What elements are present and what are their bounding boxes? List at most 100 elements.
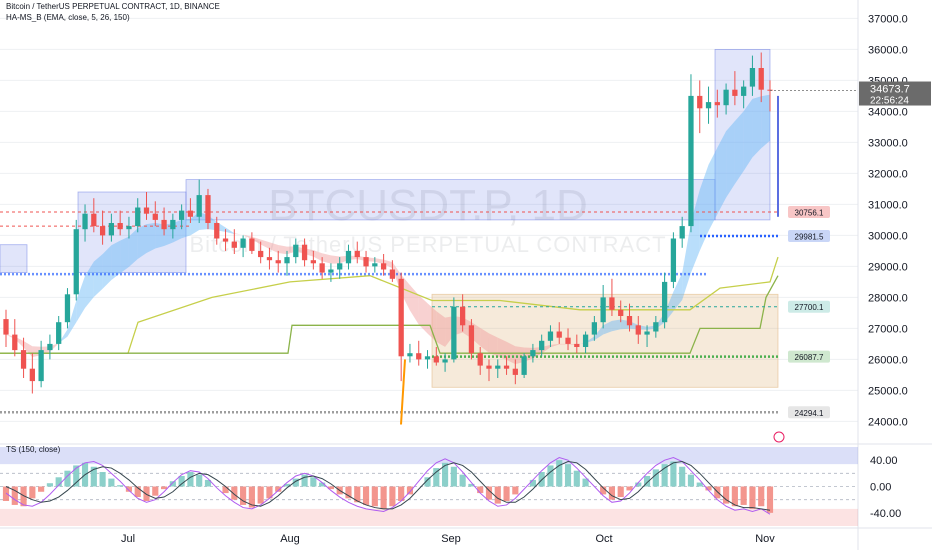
indicator-title[interactable]: HA-MS_B (EMA, close, 5, 26, 150) xyxy=(6,13,130,22)
ma-ribbon-segment xyxy=(322,253,331,264)
candle-body xyxy=(732,89,738,96)
time-tick-label: Aug xyxy=(280,533,300,545)
ma-ribbon-segment xyxy=(85,261,94,308)
candle-body xyxy=(653,322,659,332)
ma-ribbon-segment xyxy=(673,272,683,312)
osc-histogram-bar xyxy=(125,486,133,492)
candle-body xyxy=(679,226,685,239)
osc-histogram-bar xyxy=(55,477,62,487)
osc-histogram-bar xyxy=(231,486,238,500)
osc-histogram-bar xyxy=(292,478,299,487)
osc-histogram-bar xyxy=(723,486,730,504)
osc-histogram-bar xyxy=(635,482,642,487)
level-label-text: 30756.1 xyxy=(795,208,824,217)
price-tick-label: 33000.0 xyxy=(868,137,908,149)
candle-body xyxy=(670,238,677,282)
osc-histogram-bar xyxy=(160,486,168,490)
candle-body xyxy=(416,353,422,360)
osc-histogram-bar xyxy=(600,486,607,495)
osc-histogram-bar xyxy=(503,486,510,501)
ma-ribbon-segment xyxy=(278,245,288,255)
ma-ribbon-segment xyxy=(67,300,77,337)
ma-ribbon-segment xyxy=(682,222,691,300)
ma-ribbon-segment xyxy=(76,275,86,323)
candle-body xyxy=(749,68,756,87)
candle-body xyxy=(741,86,747,96)
osc-histogram-bar xyxy=(108,478,115,487)
ma-ribbon-segment xyxy=(743,98,753,172)
candle-body xyxy=(99,226,106,236)
candle-body xyxy=(143,207,150,214)
candle-body xyxy=(495,365,501,369)
osc-histogram-bar xyxy=(46,483,53,487)
candle-body xyxy=(12,334,18,351)
candle-body xyxy=(258,250,264,258)
price-tick-label: 34000.0 xyxy=(868,106,908,118)
osc-histogram-bar xyxy=(2,486,10,501)
candle-body xyxy=(460,306,466,326)
candle-body xyxy=(468,325,475,354)
level-label-tag xyxy=(788,229,830,242)
ma-ribbon-segment xyxy=(243,234,252,240)
ma-ribbon-segment xyxy=(488,333,498,357)
osc-histogram-bar xyxy=(661,464,668,487)
osc-upper-band xyxy=(0,447,858,465)
candle-body xyxy=(205,195,211,223)
candle-body xyxy=(451,306,457,360)
ma-ribbon-segment xyxy=(181,218,191,239)
candle-body xyxy=(424,356,431,360)
osc-histogram-bar xyxy=(248,486,255,508)
osc-histogram-bar xyxy=(608,486,616,500)
osc-histogram-bar xyxy=(758,486,765,507)
osc-tick-label: 40.00 xyxy=(870,455,898,467)
time-tick-label: Sep xyxy=(441,533,461,545)
osc-histogram-bar xyxy=(327,486,334,490)
symbol-title[interactable]: Bitcoin / TetherUS PERPETUAL CONTRACT, 1… xyxy=(6,2,220,11)
candle-body xyxy=(266,257,273,261)
price-tick-label: 32000.0 xyxy=(868,168,908,180)
candle-body xyxy=(3,319,9,335)
oscillator-title[interactable]: TS (150, close) xyxy=(6,445,61,454)
osc-histogram-bar xyxy=(319,482,326,487)
candle-body xyxy=(108,223,115,236)
ma-ribbon-segment xyxy=(752,96,762,158)
osc-histogram-bar xyxy=(670,461,677,487)
candle-body xyxy=(512,368,518,375)
ma-ribbon-segment xyxy=(734,111,744,185)
price-tick-label: 26000.0 xyxy=(868,354,908,366)
candle-body xyxy=(328,269,334,273)
range-zone xyxy=(0,244,28,273)
osc-histogram-bar xyxy=(117,485,124,487)
price-tick-label: 28000.0 xyxy=(868,292,908,304)
osc-histogram-bar xyxy=(617,486,624,498)
price-tick-label: 25000.0 xyxy=(868,385,908,397)
osc-tick-label: 0.00 xyxy=(870,482,891,494)
osc-histogram-bar xyxy=(433,468,440,487)
price-tick-label: 24000.0 xyxy=(868,416,908,428)
ma-ribbon-segment xyxy=(146,222,156,253)
osc-histogram-bar xyxy=(766,486,774,513)
candle-body xyxy=(275,260,281,264)
candle-body xyxy=(222,238,229,242)
osc-histogram-bar xyxy=(345,486,352,499)
ma-ribbon-segment xyxy=(137,224,147,260)
ma-ribbon-segment xyxy=(225,227,235,234)
ma-ribbon-segment xyxy=(383,259,393,269)
osc-histogram-bar xyxy=(564,464,572,487)
level-label-tag xyxy=(788,350,830,363)
ma-ribbon-segment xyxy=(690,189,700,273)
price-tick-label: 29000.0 xyxy=(868,261,908,273)
ma-ribbon-segment xyxy=(497,337,507,360)
osc-histogram-bar xyxy=(99,472,106,487)
ma-ribbon-segment xyxy=(374,258,384,264)
osc-histogram-bar xyxy=(371,486,378,507)
ma-ribbon-segment xyxy=(234,233,244,235)
current-price-badge xyxy=(859,81,931,106)
ma-ribbon-segment xyxy=(726,121,735,198)
osc-histogram-bar xyxy=(450,466,457,487)
osc-histogram-bar xyxy=(442,462,449,487)
osc-histogram-bar xyxy=(169,481,176,487)
osc-histogram-bar xyxy=(204,479,212,487)
osc-histogram-bar xyxy=(477,486,484,494)
